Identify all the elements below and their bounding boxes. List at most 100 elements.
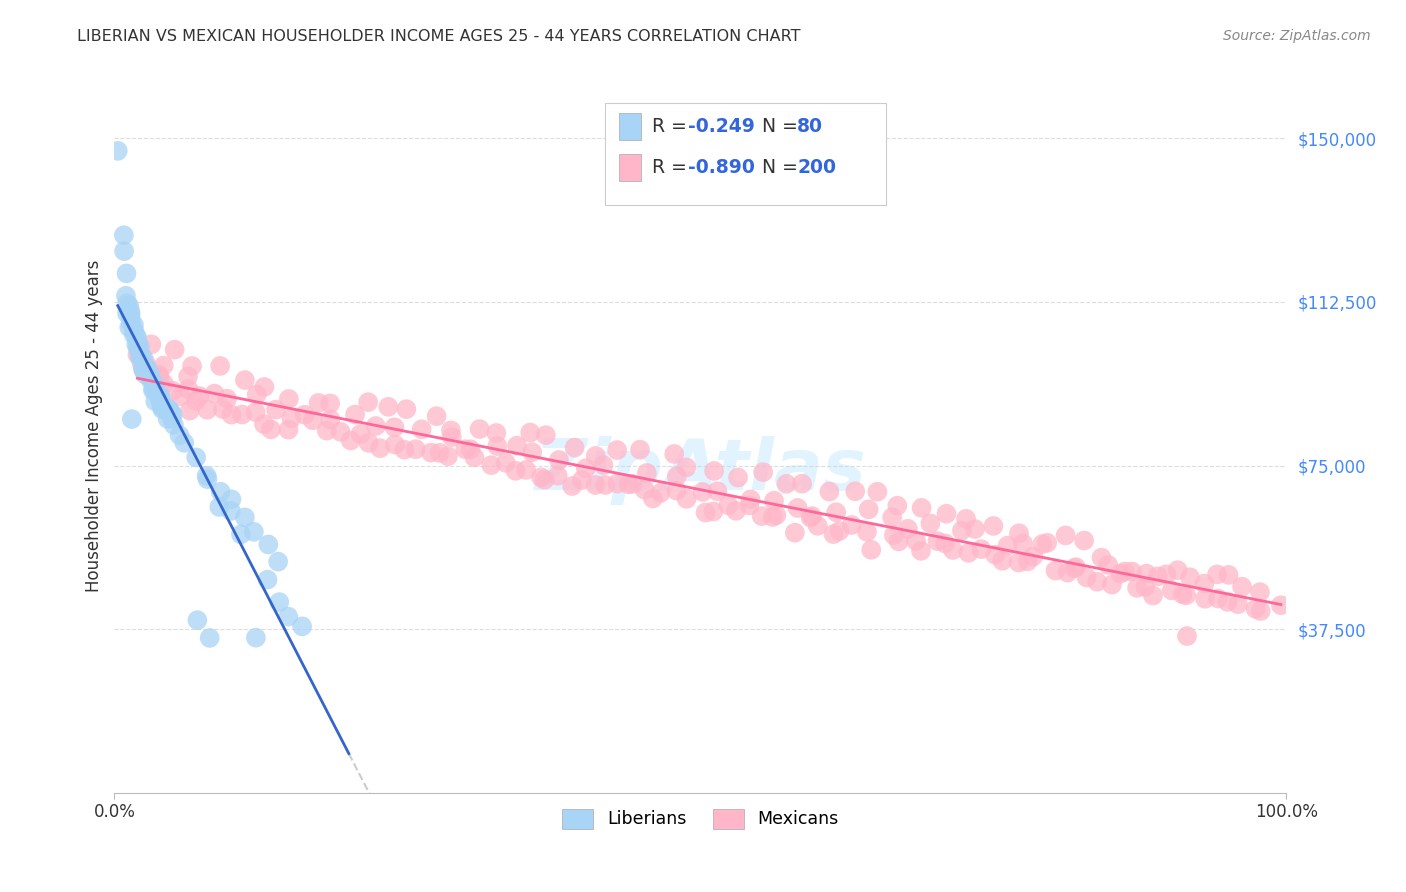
Point bbox=[882, 510, 904, 524]
Point bbox=[984, 548, 1007, 562]
Point bbox=[695, 506, 717, 520]
Point bbox=[534, 428, 557, 442]
Point bbox=[575, 461, 598, 475]
Point bbox=[1063, 561, 1085, 575]
Point bbox=[115, 296, 138, 310]
Point bbox=[148, 390, 170, 404]
Point bbox=[1194, 576, 1216, 591]
Point bbox=[533, 473, 555, 487]
Point bbox=[179, 403, 201, 417]
Point bbox=[377, 400, 399, 414]
Point bbox=[664, 447, 686, 461]
Point bbox=[152, 359, 174, 373]
Text: R =: R = bbox=[652, 117, 693, 136]
Point bbox=[152, 398, 174, 412]
Point bbox=[149, 370, 172, 384]
Point bbox=[121, 412, 143, 426]
Point bbox=[142, 381, 165, 395]
Point bbox=[515, 463, 537, 477]
Point bbox=[752, 465, 775, 479]
Point bbox=[429, 446, 451, 460]
Point bbox=[1244, 602, 1267, 616]
Point bbox=[231, 408, 253, 422]
Point bbox=[856, 524, 879, 539]
Point bbox=[440, 430, 463, 444]
Point bbox=[463, 450, 485, 465]
Point bbox=[485, 425, 508, 440]
Point bbox=[233, 510, 256, 524]
Text: -0.249: -0.249 bbox=[688, 117, 755, 136]
Point bbox=[801, 509, 824, 524]
Point bbox=[245, 631, 267, 645]
Point bbox=[135, 360, 157, 375]
Point bbox=[1085, 574, 1108, 589]
Point bbox=[294, 408, 316, 422]
Point bbox=[1101, 577, 1123, 591]
Point bbox=[253, 380, 276, 394]
Point bbox=[124, 324, 146, 338]
Point bbox=[138, 366, 160, 380]
Point bbox=[195, 468, 218, 483]
Point bbox=[256, 573, 278, 587]
Point bbox=[628, 442, 651, 457]
Point bbox=[724, 504, 747, 518]
Point bbox=[783, 525, 806, 540]
Point bbox=[665, 469, 688, 483]
Point bbox=[1056, 566, 1078, 580]
Point bbox=[1178, 570, 1201, 584]
Point bbox=[160, 411, 183, 425]
Point bbox=[1097, 558, 1119, 572]
Point bbox=[636, 466, 658, 480]
Point bbox=[139, 368, 162, 382]
Point bbox=[157, 402, 180, 417]
Point bbox=[606, 476, 628, 491]
Point bbox=[162, 384, 184, 398]
Point bbox=[786, 500, 808, 515]
Point bbox=[955, 512, 977, 526]
Point bbox=[905, 533, 928, 548]
Point bbox=[1230, 580, 1253, 594]
Point bbox=[775, 476, 797, 491]
Point bbox=[927, 534, 949, 549]
Point bbox=[763, 493, 786, 508]
Point bbox=[592, 458, 614, 472]
Point bbox=[145, 384, 167, 399]
Point bbox=[1135, 566, 1157, 581]
Point bbox=[125, 330, 148, 344]
Point bbox=[751, 509, 773, 524]
Point bbox=[495, 456, 517, 470]
Point bbox=[1054, 528, 1077, 542]
Point bbox=[460, 442, 482, 457]
Point bbox=[942, 543, 965, 558]
Point bbox=[506, 439, 529, 453]
Point bbox=[129, 340, 152, 354]
Point bbox=[384, 437, 406, 451]
Point bbox=[156, 412, 179, 426]
Point bbox=[134, 359, 156, 374]
Point bbox=[127, 336, 149, 351]
Point bbox=[277, 423, 299, 437]
Point bbox=[357, 395, 380, 409]
Point bbox=[177, 369, 200, 384]
Point bbox=[1218, 567, 1240, 582]
Point bbox=[136, 361, 159, 376]
Point bbox=[991, 554, 1014, 568]
Point bbox=[115, 289, 138, 303]
Point bbox=[790, 476, 813, 491]
Point bbox=[129, 352, 152, 367]
Point bbox=[405, 442, 427, 457]
Point bbox=[195, 402, 218, 417]
Point bbox=[1175, 588, 1198, 602]
Point bbox=[221, 492, 243, 507]
Point bbox=[132, 362, 155, 376]
Point bbox=[762, 510, 785, 524]
Point bbox=[883, 528, 905, 542]
Text: R =: R = bbox=[652, 158, 693, 178]
Point bbox=[173, 435, 195, 450]
Point bbox=[825, 505, 848, 519]
Point bbox=[291, 619, 314, 633]
Point bbox=[245, 405, 267, 419]
Point bbox=[807, 518, 830, 533]
Point bbox=[1017, 554, 1039, 568]
Point bbox=[800, 510, 823, 524]
